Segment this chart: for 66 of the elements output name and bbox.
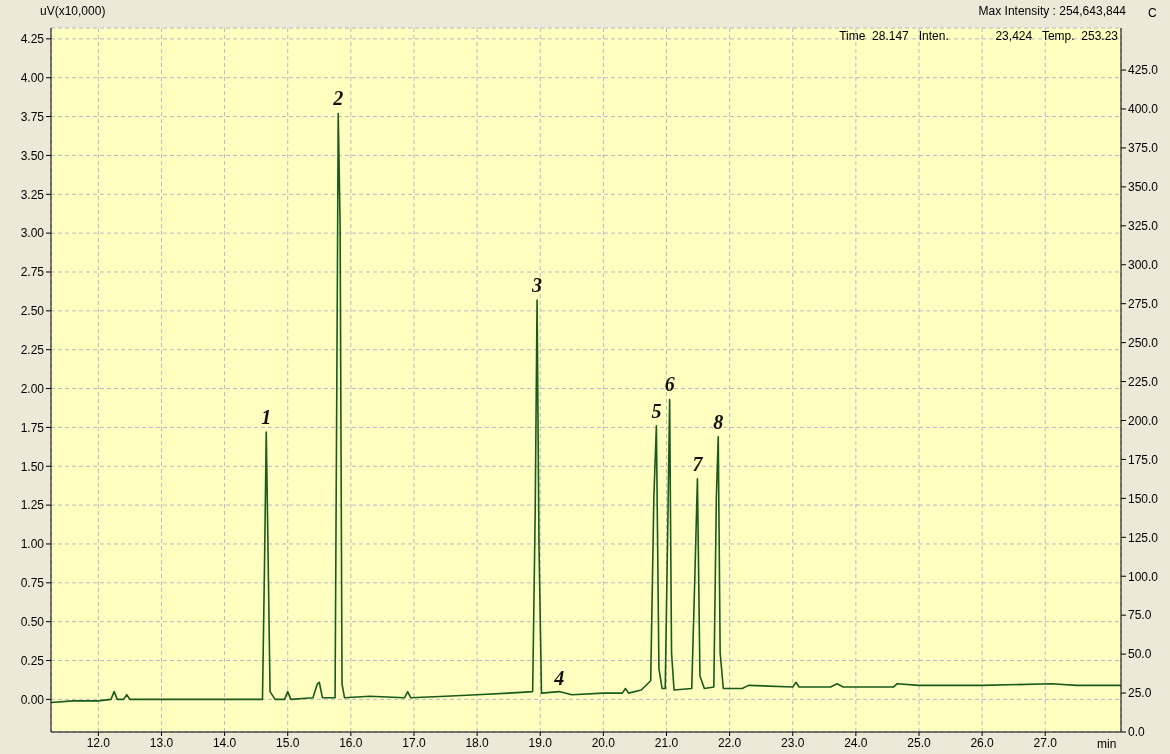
annotation: 5 bbox=[651, 399, 662, 422]
annotation: 2 bbox=[332, 87, 344, 110]
y2-tick-label: 325.0 bbox=[1128, 219, 1159, 234]
x-tick-label: 22.0 bbox=[717, 735, 742, 750]
y2-tick-label: 275.0 bbox=[1128, 296, 1159, 311]
y-tick-label: 0.25 bbox=[20, 653, 45, 668]
y-tick-label: 2.50 bbox=[20, 304, 45, 319]
x-tick-label: 26.0 bbox=[970, 735, 995, 750]
y-tick-label: 1.25 bbox=[20, 498, 45, 513]
y2-tick-label: 175.0 bbox=[1128, 452, 1159, 467]
y-tick-label: 4.00 bbox=[20, 70, 45, 85]
y2-tick-label: 375.0 bbox=[1128, 141, 1159, 156]
y2-tick-label: 225.0 bbox=[1128, 374, 1159, 389]
annotation: 8 bbox=[713, 410, 724, 433]
y2-tick-label: 0.0 bbox=[1128, 725, 1146, 740]
y-tick-label: 1.50 bbox=[20, 459, 45, 474]
x-tick-label: 15.0 bbox=[276, 735, 300, 750]
y-tick-label: 3.25 bbox=[20, 187, 45, 202]
y-tick-label: 0.75 bbox=[20, 576, 45, 591]
x-tick-label: 14.0 bbox=[212, 735, 237, 750]
annotation: Time 28.147 Inten. 23,424 Temp. 253.23 bbox=[839, 29, 1118, 43]
annotation: 6 bbox=[664, 373, 675, 396]
y-tick-label: 2.75 bbox=[20, 265, 45, 280]
x-tick-label: 19.0 bbox=[528, 735, 553, 750]
y-tick-label: 3.75 bbox=[20, 109, 45, 124]
y2-tick-label: 25.0 bbox=[1128, 686, 1152, 701]
y2-tick-label: 125.0 bbox=[1128, 530, 1159, 545]
annotation: 3 bbox=[531, 273, 543, 296]
x-tick-label: 27.0 bbox=[1033, 735, 1058, 750]
y-axis-title: uV(x10,000) bbox=[40, 4, 106, 18]
x-tick-label: 17.0 bbox=[402, 735, 426, 750]
x-tick-label: 25.0 bbox=[907, 735, 931, 750]
y2-tick-label: 150.0 bbox=[1128, 491, 1159, 506]
x-axis-title: min bbox=[1097, 737, 1117, 751]
annotation: 4 bbox=[553, 667, 565, 690]
annotation: 1 bbox=[261, 406, 272, 429]
y-tick-label: 1.00 bbox=[20, 537, 45, 552]
y-tick-label: 2.25 bbox=[20, 342, 45, 357]
text: Max Intensity : 254,643,844 bbox=[978, 4, 1126, 18]
y-tick-label: 1.75 bbox=[20, 420, 45, 435]
y2-tick-label: 200.0 bbox=[1128, 413, 1159, 428]
y-tick-label: 0.50 bbox=[20, 614, 45, 629]
line-series bbox=[51, 112, 1121, 704]
y-tick-label: 0.00 bbox=[20, 692, 45, 707]
y2-axis-title: C bbox=[1148, 6, 1157, 20]
y2-tick-label: 350.0 bbox=[1128, 180, 1159, 195]
x-tick-label: 12.0 bbox=[86, 735, 111, 750]
x-tick-label: 20.0 bbox=[591, 735, 616, 750]
y2-tick-label: 75.0 bbox=[1128, 608, 1152, 623]
y2-tick-label: 300.0 bbox=[1128, 258, 1159, 272]
x-tick-label: 23.0 bbox=[781, 735, 805, 750]
y2-tick-label: 425.0 bbox=[1128, 63, 1159, 78]
y-tick-label: 3.50 bbox=[20, 148, 45, 163]
x-tick-label: 24.0 bbox=[844, 735, 868, 750]
y-tick-label: 2.00 bbox=[20, 381, 45, 396]
y2-tick-label: 400.0 bbox=[1128, 102, 1159, 117]
x-tick-label: 21.0 bbox=[654, 735, 679, 750]
y2-tick-label: 100.0 bbox=[1128, 569, 1159, 584]
y2-tick-label: 250.0 bbox=[1128, 335, 1159, 350]
x-tick-label: 16.0 bbox=[339, 735, 363, 750]
x-tick-label: 13.0 bbox=[149, 735, 174, 750]
annotation: 7 bbox=[692, 452, 704, 475]
x-tick-label: 18.0 bbox=[465, 735, 490, 750]
y-tick-label: 4.25 bbox=[20, 32, 45, 47]
y-tick-label: 3.00 bbox=[20, 226, 45, 241]
y2-tick-label: 50.0 bbox=[1128, 647, 1152, 662]
